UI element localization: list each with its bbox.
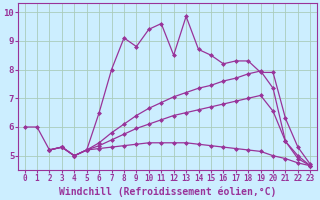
X-axis label: Windchill (Refroidissement éolien,°C): Windchill (Refroidissement éolien,°C) (59, 186, 276, 197)
